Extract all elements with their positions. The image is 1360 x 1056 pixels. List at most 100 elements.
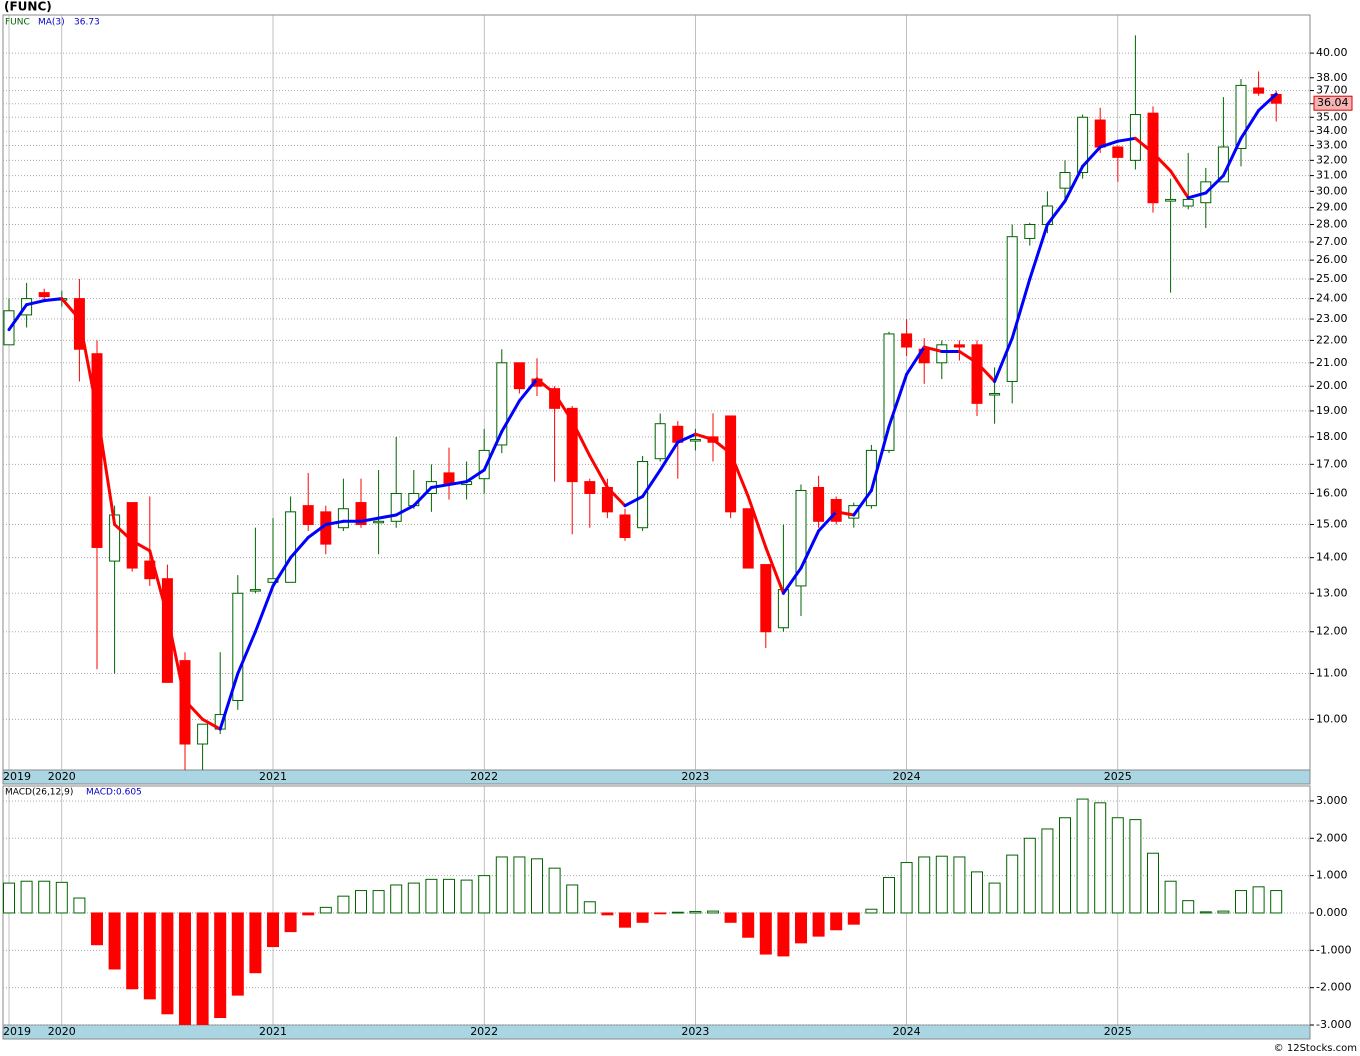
ma-line bbox=[693, 432, 715, 442]
y-tick-label: 28.00 bbox=[1316, 218, 1348, 231]
x-tick-label: 2020 bbox=[48, 770, 76, 783]
ma-line bbox=[394, 504, 416, 517]
ma-line bbox=[1045, 199, 1067, 227]
macd-name: MACD(26,12,9) bbox=[5, 788, 73, 798]
macd-bar bbox=[953, 856, 966, 914]
macd-bar bbox=[1235, 890, 1247, 914]
ma-line bbox=[993, 336, 1014, 383]
macd-bar bbox=[38, 880, 51, 914]
candle-body bbox=[760, 564, 772, 633]
ma-line bbox=[1151, 151, 1173, 173]
candle-body bbox=[1094, 119, 1106, 148]
x-tick-label: 2019 bbox=[3, 1025, 31, 1038]
macd-bar bbox=[443, 878, 455, 914]
macd-bar bbox=[1041, 828, 1054, 914]
ma-line bbox=[535, 377, 557, 395]
candle-body bbox=[1182, 198, 1194, 207]
macd-bar bbox=[812, 912, 825, 937]
ma-line bbox=[289, 535, 310, 560]
macd-bar bbox=[1129, 819, 1142, 914]
ma-line bbox=[905, 345, 926, 376]
macd-bar bbox=[1182, 900, 1195, 914]
macd-bar bbox=[566, 884, 579, 914]
candle-body bbox=[232, 592, 244, 702]
x-tick-label: 2025 bbox=[1104, 1025, 1132, 1038]
macd-bar bbox=[319, 906, 332, 914]
y-tick-label: 27.00 bbox=[1316, 235, 1348, 248]
ma-line bbox=[253, 584, 275, 634]
price-panel bbox=[2, 14, 1311, 771]
macd-bar bbox=[777, 912, 790, 957]
candle-body bbox=[742, 508, 754, 569]
ma-line bbox=[517, 377, 539, 403]
y-tick-label: 13.00 bbox=[1316, 586, 1348, 599]
candle-body bbox=[971, 344, 983, 404]
macd-bar bbox=[531, 858, 543, 914]
ma-line bbox=[25, 299, 46, 307]
macd-bar bbox=[126, 912, 139, 990]
macd-bar bbox=[179, 912, 191, 1025]
ma-line bbox=[42, 297, 64, 303]
candle-body bbox=[302, 505, 314, 525]
macd-value: MACD:0.605 bbox=[86, 788, 142, 798]
ma-line bbox=[1081, 145, 1102, 168]
macd-bar bbox=[249, 912, 262, 974]
ma-line bbox=[77, 317, 99, 413]
ma-line bbox=[729, 451, 750, 498]
x-tick-label: 2021 bbox=[259, 770, 287, 783]
plot-area bbox=[3, 35, 1282, 770]
ma-line bbox=[1239, 108, 1261, 140]
y-tick-label: 23.00 bbox=[1316, 312, 1348, 325]
ma-line bbox=[1169, 169, 1190, 200]
candle-body bbox=[38, 292, 50, 298]
macd-bar bbox=[724, 912, 737, 923]
macd-bar bbox=[372, 890, 385, 914]
x-tick-label: 2020 bbox=[48, 1025, 76, 1038]
x-tick-label: 2019 bbox=[3, 770, 31, 783]
macd-bar bbox=[847, 912, 860, 925]
y-tick-label: 14.00 bbox=[1316, 551, 1348, 564]
macd-bar bbox=[1094, 802, 1107, 914]
ma-line bbox=[1063, 164, 1085, 203]
ma-line bbox=[922, 345, 944, 353]
y-tick-label: 32.00 bbox=[1316, 153, 1348, 166]
y-tick-label: 24.00 bbox=[1316, 292, 1348, 305]
macd-bar bbox=[196, 912, 209, 1025]
candle-body bbox=[249, 589, 261, 592]
candle-body bbox=[566, 407, 578, 483]
x-tick-label: 2024 bbox=[893, 770, 921, 783]
candle-body bbox=[478, 449, 490, 480]
macd-bar bbox=[1006, 854, 1019, 914]
ma-line bbox=[553, 391, 574, 423]
candle-body bbox=[813, 487, 825, 522]
ma-line bbox=[605, 486, 627, 508]
x-tick-label: 2022 bbox=[470, 1025, 498, 1038]
ma-line bbox=[781, 566, 803, 595]
y-tick-label: 19.00 bbox=[1316, 404, 1348, 417]
macd-bar bbox=[619, 912, 631, 928]
ma-line bbox=[869, 424, 891, 492]
candle-body bbox=[989, 392, 1001, 396]
ma-line bbox=[500, 399, 521, 434]
macd-bar bbox=[231, 912, 244, 996]
macd-bar bbox=[1023, 837, 1036, 914]
y-tick-label: 22.00 bbox=[1316, 333, 1348, 346]
macd-bar bbox=[1147, 852, 1159, 914]
legend-ma: MA(3) bbox=[38, 18, 65, 28]
x-tick-label: 2023 bbox=[681, 770, 709, 783]
ma-line bbox=[1028, 223, 1049, 281]
y-tick-label: 29.00 bbox=[1316, 201, 1348, 214]
ma-line bbox=[95, 409, 117, 526]
ma-line bbox=[271, 556, 293, 588]
candle-body bbox=[1112, 146, 1124, 158]
last-price-box bbox=[1313, 95, 1353, 111]
macd-bar bbox=[161, 912, 174, 1015]
candle-body bbox=[126, 502, 138, 569]
y-tick-label: 33.00 bbox=[1316, 139, 1348, 152]
macd-bar bbox=[91, 912, 103, 946]
x-tick-label: 2021 bbox=[259, 1025, 287, 1038]
ma-line bbox=[676, 432, 697, 444]
x-axis-band bbox=[2, 1024, 1311, 1040]
legend-symbol: FUNC bbox=[5, 18, 30, 28]
